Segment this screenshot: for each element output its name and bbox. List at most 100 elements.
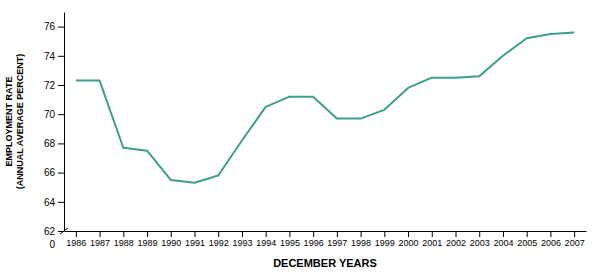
x-tick: 2007 <box>565 231 585 248</box>
x-axis-title: DECEMBER YEARS <box>273 257 377 269</box>
x-tick: 2005 <box>517 231 537 248</box>
x-tick: 2000 <box>399 231 419 248</box>
y-tick-mark <box>58 173 64 174</box>
y-tick: 76 <box>44 21 64 32</box>
y-tick-label: 66 <box>44 167 56 178</box>
x-tick-label: 1995 <box>280 238 300 248</box>
x-tick-label: 1996 <box>304 238 324 248</box>
x-tick-mark <box>456 231 457 237</box>
y-tick-label: 64 <box>44 197 56 208</box>
y-tick-label: 68 <box>44 138 56 149</box>
x-tick-mark <box>123 231 124 237</box>
y-tick: 62 <box>44 226 64 237</box>
y-tick: 74 <box>44 51 64 62</box>
x-tick-label: 2005 <box>517 238 537 248</box>
x-tick-label: 1987 <box>90 238 110 248</box>
x-tick-label: 2007 <box>565 238 585 248</box>
y-tick: 72 <box>44 80 64 91</box>
x-tick-label: 2006 <box>541 238 561 248</box>
x-tick: 1992 <box>209 231 229 248</box>
y-tick-mark <box>58 114 64 115</box>
x-tick-label: 1997 <box>327 238 347 248</box>
x-tick: 1998 <box>351 231 371 248</box>
x-tick-mark <box>266 231 267 237</box>
x-tick-label: 1988 <box>114 238 134 248</box>
y-tick-mark <box>58 202 64 203</box>
x-tick: 2001 <box>422 231 442 248</box>
line <box>76 32 574 182</box>
x-tick: 1997 <box>327 231 347 248</box>
x-tick-mark <box>289 231 290 237</box>
x-tick-mark <box>550 231 551 237</box>
y-tick: 66 <box>44 167 64 178</box>
y-tick-label: 76 <box>44 21 56 32</box>
x-tick-label: 1993 <box>232 238 252 248</box>
x-tick-mark <box>408 231 409 237</box>
x-tick-label: 1989 <box>138 238 158 248</box>
y-tick: 70 <box>44 109 64 120</box>
annotation: 0 <box>49 239 55 250</box>
x-tick: 1990 <box>161 231 181 248</box>
x-tick: 1986 <box>66 231 86 248</box>
x-tick-mark <box>574 231 575 237</box>
y-tick-mark <box>58 85 64 86</box>
x-tick-mark <box>100 231 101 237</box>
x-tick-label: 1999 <box>375 238 395 248</box>
x-tick: 1988 <box>114 231 134 248</box>
x-tick: 1999 <box>375 231 395 248</box>
x-tick-label: 2003 <box>470 238 490 248</box>
series <box>76 32 574 182</box>
x-tick: 2003 <box>470 231 490 248</box>
x-tick-mark <box>432 231 433 237</box>
x-tick-mark <box>527 231 528 237</box>
x-tick-label: 2001 <box>422 238 442 248</box>
x-tick-label: 1990 <box>161 238 181 248</box>
x-tick-mark <box>242 231 243 237</box>
x-tick-mark <box>218 231 219 237</box>
y-tick: 64 <box>44 197 64 208</box>
x-tick: 2004 <box>493 231 513 248</box>
x-tick-label: 1994 <box>256 238 276 248</box>
y-tick-mark <box>58 56 64 57</box>
y-axis-line <box>64 13 65 232</box>
y-tick-label: 74 <box>44 51 56 62</box>
x-tick-mark <box>76 231 77 237</box>
x-tick: 1996 <box>304 231 324 248</box>
x-tick-mark <box>361 231 362 237</box>
chart: 1986 1987 1988 19891990 1991 19921993 1994 1995… <box>0 0 600 277</box>
x-tick-label: 2004 <box>493 238 513 248</box>
x-tick: 1989 <box>138 231 158 248</box>
x-tick-mark <box>384 231 385 237</box>
x-axis: 1986 1987 1988 19891990 1991 19921993 1994 1995… <box>65 231 587 248</box>
x-tick-label: 1992 <box>209 238 229 248</box>
x-tick: 1991 <box>185 231 205 248</box>
x-tick-label: 1998 <box>351 238 371 248</box>
x-tick: 1987 <box>90 231 110 248</box>
x-tick-label: 1986 <box>66 238 86 248</box>
x-tick-mark <box>313 231 314 237</box>
x-tick: 1995 <box>280 231 300 248</box>
plot: 1986 1987 1988 19891990 1991 19921993 1994 1995… <box>4 13 587 270</box>
y-tick-label: 70 <box>44 109 56 120</box>
x-tick: 2002 <box>446 231 466 248</box>
x-tick-label: 2002 <box>446 238 466 248</box>
x-tick-mark <box>337 231 338 237</box>
y-tick-label: 62 <box>44 226 56 237</box>
x-tick-label: 2000 <box>399 238 419 248</box>
axis-break <box>60 228 68 234</box>
x-tick-mark <box>479 231 480 237</box>
x-tick: 1994 <box>256 231 276 248</box>
x-tick-mark <box>195 231 196 237</box>
y-tick-mark <box>58 143 64 144</box>
x-tick-mark <box>503 231 504 237</box>
y-axis-title: EMPLOYMENT RATE(ANNUAL AVERAGE PERCENT) <box>4 54 25 189</box>
x-tick: 2006 <box>541 231 561 248</box>
y-axis: 62 64 66 68 70 72 74 76 <box>44 13 65 237</box>
x-tick-mark <box>147 231 148 237</box>
x-tick-mark <box>171 231 172 237</box>
x-tick-label: 1991 <box>185 238 205 248</box>
y-tick-mark <box>58 27 64 28</box>
x-axis-line <box>65 231 587 232</box>
y-tick: 68 <box>44 138 64 149</box>
y-tick-label: 72 <box>44 80 56 91</box>
